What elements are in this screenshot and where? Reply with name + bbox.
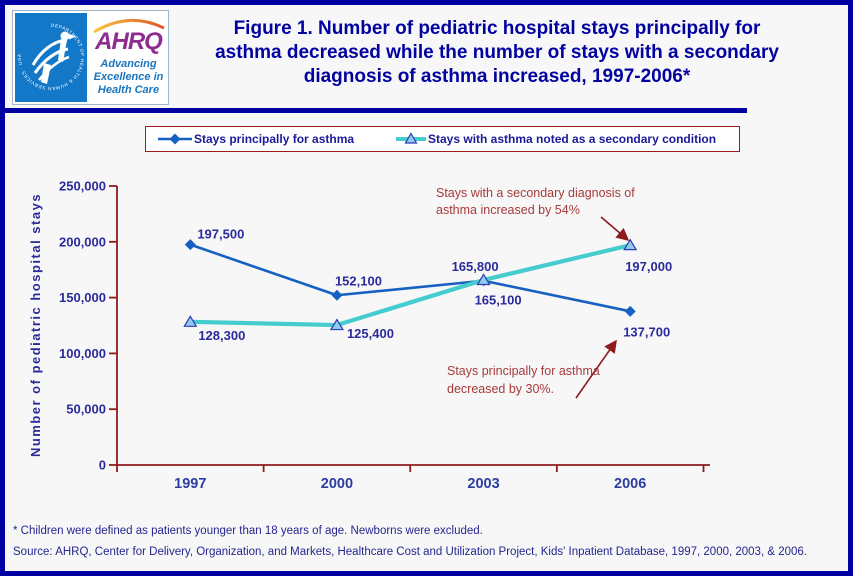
legend-item-secondary: Stays with asthma noted as a secondary c… <box>396 127 716 151</box>
legend-label-principal: Stays principally for asthma <box>194 132 355 146</box>
y-tick-label: 50,000 <box>66 402 106 417</box>
y-tick-label: 0 <box>99 458 106 473</box>
tagline-line: Advancing <box>100 58 157 70</box>
data-point-triangle <box>476 273 491 286</box>
annotation-arrow <box>575 339 617 399</box>
tagline-line: Excellence in <box>93 71 164 83</box>
ahrq-hhs-logo: DEPARTMENT OF HEALTH & HUMAN SERVICES · … <box>12 10 169 105</box>
series-line <box>189 243 632 313</box>
data-point-label: 165,800 <box>452 259 499 274</box>
x-tick-label: 2000 <box>321 476 353 492</box>
header-divider <box>5 108 747 113</box>
ahrq-acronym: AHRQ <box>95 28 163 55</box>
figure-title-line: Figure 1. Number of pediatric hospital s… <box>233 18 761 39</box>
footnotes: * Children were defined as patients youn… <box>13 521 848 563</box>
x-tick-label: 2003 <box>467 476 499 492</box>
legend-item-principal: Stays principally for asthma <box>158 127 354 151</box>
annotation-text: asthma increased by 54% <box>436 203 580 217</box>
data-point-triangle <box>183 315 198 327</box>
legend-label-secondary: Stays with asthma noted as a secondary c… <box>428 132 717 146</box>
footnote-source: Source: AHRQ, Center for Delivery, Organ… <box>13 546 807 558</box>
figure-title-line: asthma decreased while the number of sta… <box>215 42 779 63</box>
figure-title: Figure 1. Number of pediatric hospital s… <box>163 17 831 89</box>
legend-diamond-marker-icon <box>158 133 192 145</box>
x-tick-label: 1997 <box>174 476 206 492</box>
ahrq-arc-icon <box>93 18 165 34</box>
y-tick-label: 150,000 <box>59 290 106 305</box>
data-point-label: 165,100 <box>475 293 522 308</box>
ahrq-logo-block: AHRQ Advancing Excellence in Health Care <box>89 11 168 102</box>
data-point-diamond <box>624 305 636 317</box>
y-tick-label: 100,000 <box>59 346 106 361</box>
tagline-line: Health Care <box>97 84 160 96</box>
data-point-label: 137,700 <box>623 324 670 339</box>
data-point-triangle <box>329 318 344 331</box>
line-chart: Number of pediatric hospital stays 0 50,00… <box>28 179 710 492</box>
legend-triangle-marker-icon <box>396 132 426 144</box>
figure-title-line: diagnosis of asthma increased, 1997-2006… <box>303 66 691 87</box>
hhs-seal-icon: DEPARTMENT OF HEALTH & HUMAN SERVICES · … <box>15 13 87 102</box>
data-point-label: 197,500 <box>197 227 244 242</box>
x-tick-label: 2006 <box>614 476 646 492</box>
y-axis-title: Number of pediatric hospital stays <box>28 193 43 457</box>
chart-legend: Stays principally for asthma Stays with … <box>145 126 740 152</box>
y-tick-label: 250,000 <box>59 179 106 194</box>
annotation-text: decreased by 30%. <box>447 382 554 396</box>
data-point-triangle <box>623 238 638 251</box>
y-tick-label: 200,000 <box>59 234 106 249</box>
data-point-label: 125,400 <box>347 326 394 341</box>
footnote-definition: * Children were defined as patients youn… <box>13 525 483 537</box>
annotation-text: Stays principally for asthma <box>447 364 600 378</box>
data-point-label: 128,300 <box>198 328 245 343</box>
data-point-label: 197,000 <box>625 259 672 274</box>
ahrq-tagline: Advancing Excellence in Health Care <box>89 58 168 97</box>
annotation-arrow <box>600 216 630 242</box>
data-point-diamond <box>331 289 343 301</box>
data-point-diamond <box>184 239 196 251</box>
data-point-label: 152,100 <box>335 273 382 288</box>
annotation-text: Stays with a secondary diagnosis of <box>436 186 635 200</box>
series-line <box>188 243 633 328</box>
